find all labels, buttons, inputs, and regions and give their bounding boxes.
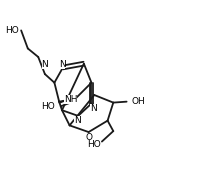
Text: N: N [42,60,48,69]
Text: N: N [74,116,81,125]
Text: OH: OH [131,97,145,106]
Text: HO: HO [6,26,19,35]
Text: N: N [59,60,65,69]
Text: NH: NH [64,95,77,104]
Text: O: O [85,133,92,142]
Text: N: N [90,104,97,113]
Text: HO: HO [87,140,101,149]
Text: HO: HO [42,102,55,111]
